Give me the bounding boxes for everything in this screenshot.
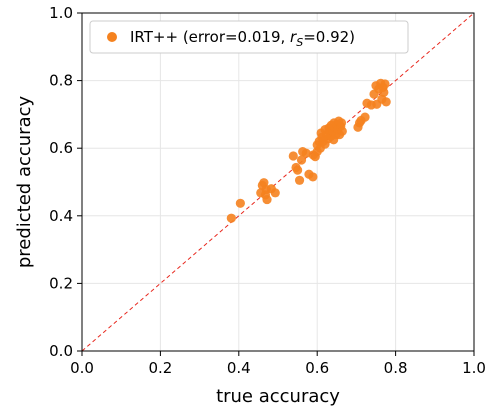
data-point	[301, 148, 311, 158]
reference-diagonal-line	[81, 12, 475, 352]
y-axis-label: predicted accuracy	[14, 95, 35, 268]
data-point	[360, 112, 370, 122]
x-tick-label: 0.8	[384, 359, 408, 377]
data-point	[226, 213, 236, 223]
data-point	[235, 198, 245, 208]
x-tick-label: 0.4	[227, 359, 251, 377]
y-tick-label: 0.4	[49, 207, 73, 225]
legend-label: IRT++ (error=0.019, rS=0.92)	[130, 28, 355, 49]
data-point	[308, 172, 318, 182]
plot-frame	[81, 12, 475, 352]
data-point	[337, 126, 347, 136]
y-tick-label: 0.8	[49, 72, 73, 90]
data-point	[294, 175, 305, 185]
data-point	[296, 155, 307, 165]
data-point	[380, 79, 390, 89]
data-point	[336, 118, 347, 128]
y-tick-label: 1.0	[49, 4, 73, 22]
y-axis-ticks: 0.0 0.2 0.4 0.6 0.8 1.0	[49, 4, 82, 360]
data-point	[262, 194, 272, 205]
data-point	[288, 151, 298, 161]
x-tick-label: 0.2	[148, 359, 172, 377]
y-tick-label: 0.2	[49, 274, 73, 292]
y-tick-label: 0.6	[49, 139, 73, 157]
data-point	[381, 97, 391, 107]
y-tick-label: 0.0	[49, 342, 73, 360]
x-axis-ticks: 0.0 0.2 0.4 0.6 0.8 1.0	[70, 351, 486, 377]
x-tick-label: 1.0	[462, 359, 486, 377]
x-tick-label: 0.0	[70, 359, 94, 377]
data-point	[379, 87, 389, 98]
x-axis-label: true accuracy	[216, 386, 340, 406]
legend-box	[89, 20, 409, 54]
data-point	[293, 165, 303, 175]
data-points	[226, 78, 391, 223]
legend: IRT++ (error=0.019, rS=0.92)	[89, 20, 409, 54]
data-point	[270, 188, 280, 198]
x-tick-label: 0.6	[305, 359, 329, 377]
legend-marker	[107, 32, 117, 42]
